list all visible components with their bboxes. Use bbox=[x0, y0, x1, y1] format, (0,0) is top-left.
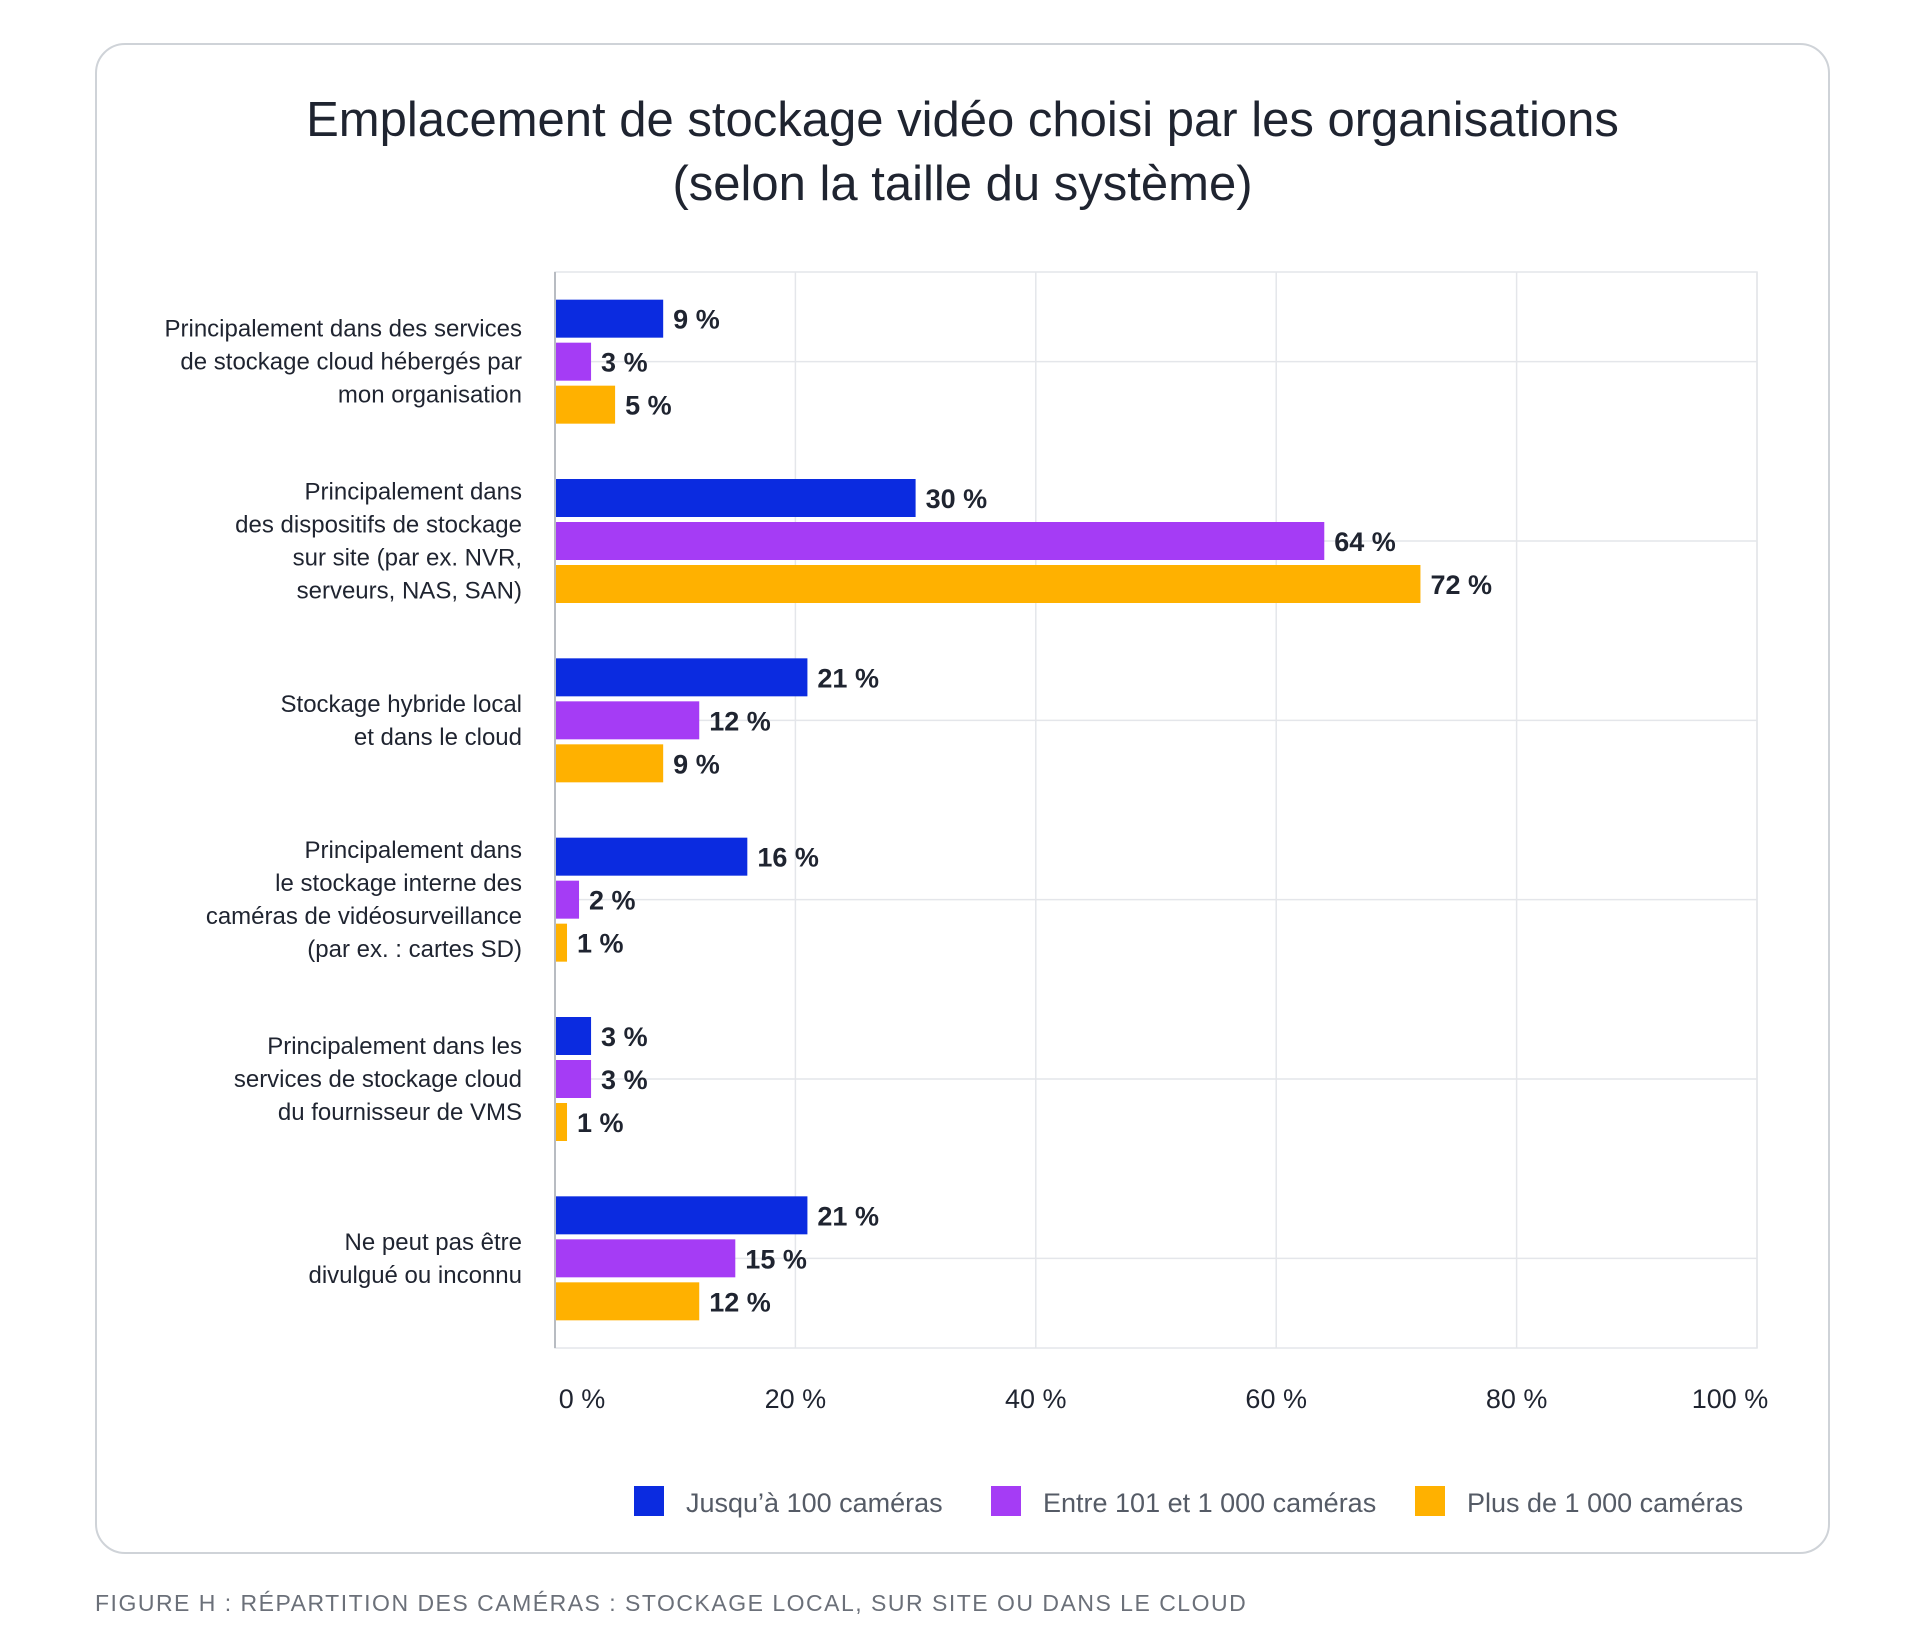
data-label: 5 % bbox=[625, 391, 672, 421]
category-label: Stockage hybride local et dans le cloud bbox=[281, 691, 522, 751]
data-label: 21 % bbox=[817, 663, 879, 693]
category-label: Principalement dans les services de stock… bbox=[234, 1033, 522, 1126]
bar bbox=[555, 565, 1421, 603]
x-tick-label: 60 % bbox=[1245, 1384, 1307, 1414]
bar bbox=[555, 385, 616, 424]
bar bbox=[555, 1060, 592, 1098]
category-label-line: des dispositifs de stockage bbox=[235, 512, 522, 539]
bar bbox=[555, 299, 664, 338]
data-label: 72 % bbox=[1430, 570, 1492, 600]
x-tick-label: 100 % bbox=[1692, 1384, 1769, 1414]
x-tick-label: 0 % bbox=[559, 1384, 606, 1414]
data-label: 3 % bbox=[601, 348, 648, 378]
data-label: 2 % bbox=[589, 886, 636, 916]
legend-label: Jusqu’à 100 caméras bbox=[686, 1488, 943, 1518]
data-label: 64 % bbox=[1334, 527, 1396, 557]
category-label-line: services de stockage cloud bbox=[234, 1066, 522, 1093]
data-label: 15 % bbox=[745, 1244, 807, 1274]
category-label-line: caméras de vidéosurveillance bbox=[206, 903, 522, 930]
data-label: 12 % bbox=[709, 706, 771, 736]
data-label: 1 % bbox=[577, 1108, 624, 1138]
category-label: Principalement dans le stockage interne d… bbox=[206, 837, 522, 963]
chart-card bbox=[95, 43, 1830, 1554]
category-label-line: de stockage cloud hébergés par bbox=[180, 349, 522, 376]
legend-swatch bbox=[634, 1486, 664, 1516]
category-label-line: sur site (par ex. NVR, bbox=[293, 545, 522, 572]
category-label: Principalement dans des services de stock… bbox=[164, 316, 522, 409]
category-label-line: Stockage hybride local bbox=[281, 691, 522, 718]
bar bbox=[555, 880, 580, 919]
data-label: 12 % bbox=[709, 1287, 771, 1317]
data-label: 1 % bbox=[577, 929, 624, 959]
data-label: 21 % bbox=[817, 1201, 879, 1231]
category-label-line: du fournisseur de VMS bbox=[278, 1099, 522, 1126]
bar bbox=[555, 923, 568, 962]
category-label-line: le stockage interne des bbox=[275, 870, 522, 897]
category-label-line: serveurs, NAS, SAN) bbox=[297, 578, 522, 605]
bar bbox=[555, 479, 916, 517]
category-label-line: Principalement dans les bbox=[267, 1033, 522, 1060]
category-label-line: divulgué ou inconnu bbox=[308, 1262, 522, 1289]
category-label: Principalement dans des dispositifs de st… bbox=[235, 479, 522, 605]
legend-label: Entre 101 et 1 000 caméras bbox=[1043, 1488, 1376, 1518]
category-label-line: mon organisation bbox=[338, 382, 522, 409]
data-label: 30 % bbox=[926, 484, 988, 514]
x-tick-label: 20 % bbox=[765, 1384, 827, 1414]
x-tick-label: 40 % bbox=[1005, 1384, 1067, 1414]
bar bbox=[555, 1239, 736, 1278]
chart-title: Emplacement de stockage vidéo choisi par… bbox=[95, 88, 1830, 216]
bar bbox=[555, 1017, 592, 1055]
legend-swatch bbox=[991, 1486, 1021, 1516]
plot-frame bbox=[554, 271, 1758, 1349]
category-label: Ne peut pas être divulgué ou inconnu bbox=[308, 1229, 522, 1289]
bar bbox=[555, 744, 664, 783]
bar bbox=[555, 1103, 568, 1141]
figure-caption: FIGURE H : RÉPARTITION DES CAMÉRAS : STO… bbox=[95, 1590, 1248, 1616]
category-label-line: Principalement dans bbox=[305, 837, 522, 864]
category-label-line: Principalement dans des services bbox=[164, 316, 522, 343]
category-label-line: Ne peut pas être bbox=[345, 1229, 522, 1256]
category-label-line: (par ex. : cartes SD) bbox=[307, 936, 522, 963]
data-label: 9 % bbox=[673, 749, 720, 779]
data-label: 3 % bbox=[601, 1065, 648, 1095]
category-label-line: et dans le cloud bbox=[354, 724, 522, 751]
data-label: 16 % bbox=[757, 843, 819, 873]
chart-title-line-2: (selon la taille du système) bbox=[672, 157, 1253, 211]
bar bbox=[555, 342, 592, 381]
legend-label: Plus de 1 000 caméras bbox=[1467, 1488, 1743, 1518]
bar bbox=[555, 522, 1325, 560]
bar bbox=[555, 1196, 808, 1235]
data-label: 9 % bbox=[673, 305, 720, 335]
x-tick-label: 80 % bbox=[1486, 1384, 1548, 1414]
bar bbox=[555, 837, 748, 876]
legend-swatch bbox=[1415, 1486, 1445, 1516]
bar bbox=[555, 1282, 700, 1321]
data-label: 3 % bbox=[601, 1022, 648, 1052]
bar bbox=[555, 701, 700, 740]
bar bbox=[555, 658, 808, 697]
category-label-line: Principalement dans bbox=[305, 479, 522, 506]
chart-title-line-1: Emplacement de stockage vidéo choisi par… bbox=[306, 93, 1619, 147]
